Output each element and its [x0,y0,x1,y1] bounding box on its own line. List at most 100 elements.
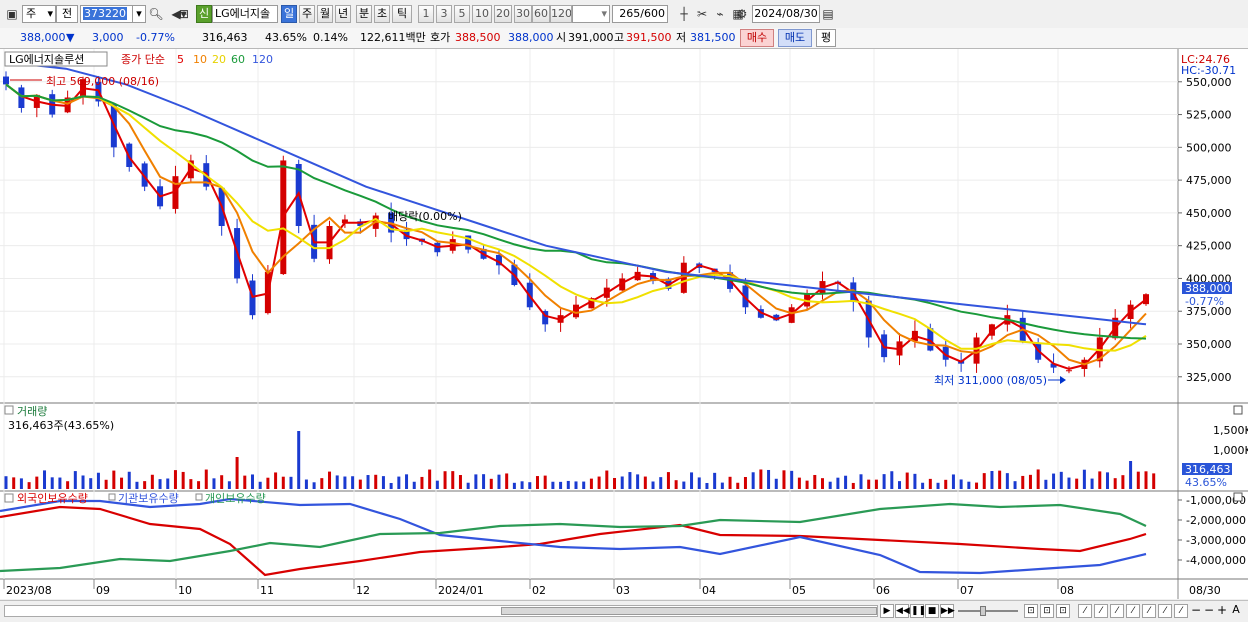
volume-bar [828,481,832,489]
side-button[interactable]: 전 [56,5,78,23]
volume-bar [351,476,355,489]
search-icon[interactable]: 🔍︎ [148,7,164,21]
code-input[interactable]: 373220 [80,5,136,23]
drawing-icon[interactable]: ⁄ [1094,604,1108,618]
candle-icon[interactable]: ┼ [680,7,688,21]
volume-bar [135,481,139,489]
minus-icon[interactable]: − [1203,603,1215,617]
drawing-icon[interactable]: ⁄ [1142,604,1156,618]
interval-60[interactable]: 60 [532,5,550,23]
period-minute[interactable]: 분 [356,5,372,23]
stock-name[interactable]: LG에너지솔 [212,5,278,23]
date-field[interactable]: 2024/08/30 [752,5,820,23]
volume-bar [328,471,332,489]
chart-type-icon[interactable]: ⌁ [716,7,724,21]
link-icon[interactable]: ⊞ [178,7,190,21]
period-year[interactable]: 년 [335,5,351,23]
period-tick[interactable]: 틱 [392,5,412,23]
zoom-slider-handle[interactable] [980,606,986,616]
forward-icon[interactable]: ▶▶ [940,604,955,618]
volume-bar [659,477,663,489]
volume-bar [867,479,871,489]
type-select[interactable]: 주 ▾ [22,5,56,23]
volume-bar [366,475,370,489]
interval-select[interactable]: ▾ [572,5,610,23]
drawing-icon[interactable]: ⁄ [1078,604,1092,618]
sell-button[interactable]: 매도 [778,29,812,47]
tool-icon[interactable]: ⊡ [1056,604,1070,618]
count-field[interactable]: 265/600 [612,5,668,23]
scroll-thumb[interactable] [501,607,877,615]
interval-10[interactable]: 10 [472,5,492,23]
stop-icon[interactable]: ■ [925,604,939,618]
drawing-icon[interactable]: ⁄ [1126,604,1140,618]
speaker-icon[interactable]: ◀▾ [171,7,187,21]
x-tick-label: 07 [960,584,974,597]
volume-bar [990,471,994,489]
volume-bar [289,476,293,489]
interval-5[interactable]: 5 [454,5,470,23]
zoom-out-icon[interactable]: − [1190,603,1202,617]
y-tick-label: 475,000 [1186,174,1232,187]
volume-bar [921,482,925,489]
volume-cur-tag [1182,463,1232,475]
ma-legend-60: 60 [231,53,245,66]
price-panel-title-box[interactable] [4,51,108,67]
tool-icon[interactable]: ⊡ [1040,604,1054,618]
volume-bar [435,480,439,489]
scissors-icon[interactable]: ✂ [696,7,708,21]
volume-bar [951,474,955,489]
drawing-icon[interactable]: ⁄ [1174,604,1188,618]
period-week[interactable]: 주 [299,5,315,23]
volume-bar [813,474,817,489]
period-day[interactable]: 일 [281,5,297,23]
volume-bar [89,478,93,489]
buy-button[interactable]: 매수 [740,29,774,47]
down-arrow-icon: ▼ [66,31,75,44]
interval-3[interactable]: 3 [436,5,452,23]
rewind-icon[interactable]: ◀◀ [895,604,910,618]
calendar-icon[interactable]: ▤ [822,7,834,21]
gear-icon[interactable]: ⚙ [736,7,748,21]
holding-panel-close-icon[interactable] [1233,492,1243,502]
volume-bar [1067,477,1071,489]
zoom-slider[interactable] [958,606,1018,616]
volume-bar [905,472,909,489]
code-dropdown-icon[interactable]: ▾ [132,5,146,23]
volume-bar [605,470,609,489]
toolbar: ▣ 주 ▾ 전 373220 ▾ 🔍︎ ◀▾ ⊞ 신 LG에너지솔 일 주 월 년… [0,0,1248,29]
x-tick-label: 2024/01 [438,584,484,597]
count-total: /600 [640,7,665,20]
save-icon[interactable]: ▦ [732,7,744,21]
period-second[interactable]: 초 [374,5,390,23]
volume-bar [690,472,694,489]
text-tool-icon[interactable]: A [1232,603,1240,616]
volume-panel-toggle[interactable] [4,405,14,415]
volume-bar [443,471,447,489]
drawing-icon[interactable]: ⁄ [1158,604,1172,618]
count-value: 265 [619,7,641,20]
volume-bar [1152,473,1156,489]
interval-20[interactable]: 20 [494,5,512,23]
tool-icon[interactable]: ⊡ [1024,604,1038,618]
zoom-in-icon[interactable]: + [1216,603,1228,617]
interval-1[interactable]: 1 [418,5,434,23]
evaluate-button[interactable]: 평 [816,29,836,47]
volume-bar [1113,478,1117,489]
volume-bar [928,478,932,489]
interval-30[interactable]: 30 [514,5,532,23]
volume-bar [613,477,617,489]
window-icon[interactable]: ▣ [6,7,18,21]
period-month[interactable]: 월 [317,5,333,23]
volume-panel-close-icon[interactable] [1233,405,1243,415]
pause-icon[interactable]: ❚❚ [910,604,927,618]
scroll-track[interactable] [4,605,878,617]
drawing-icon[interactable]: ⁄ [1110,604,1124,618]
holding-panel-toggle[interactable] [4,493,14,503]
scroll-right-icon[interactable]: ▶ [880,604,894,618]
interval-120[interactable]: 120 [550,5,572,23]
volume-bar [50,477,54,489]
volume-bar [851,482,855,489]
volume-bar [944,479,948,489]
chart-area[interactable]: 550,000 525,000 500,000 475,000 450,000 425,0… [0,49,1248,599]
